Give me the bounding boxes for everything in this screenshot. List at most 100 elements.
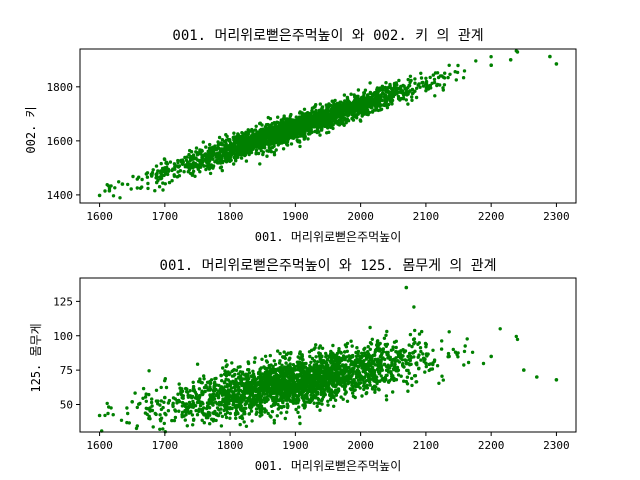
- scatter-point: [200, 154, 204, 158]
- subplot-height: 001. 머리위로뻗은주먹높이 와 002. 키 의 관계 001. 머리위로뻗…: [24, 28, 577, 244]
- scatter-point: [319, 113, 323, 118]
- scatter-point: [406, 102, 410, 106]
- scatter-point: [279, 411, 283, 415]
- scatter-point: [417, 82, 421, 86]
- scatter-point: [316, 369, 321, 374]
- scatter-point: [233, 372, 237, 377]
- scatter-point: [249, 134, 254, 138]
- scatter-point: [249, 374, 254, 378]
- scatter-point: [219, 165, 224, 169]
- scatter-point: [248, 148, 253, 152]
- scatter-point: [373, 357, 378, 361]
- scatter-point: [166, 167, 171, 171]
- scatter-point: [199, 149, 203, 153]
- scatter-point: [179, 393, 184, 397]
- scatter-point: [381, 347, 386, 351]
- scatter-point: [277, 124, 281, 128]
- scatter-point: [230, 361, 234, 365]
- scatter-point: [159, 172, 164, 176]
- scatter-point: [288, 374, 292, 378]
- scatter-point: [381, 350, 386, 354]
- scatter-point: [446, 75, 450, 80]
- scatter-point: [364, 104, 368, 109]
- scatter-point: [312, 401, 316, 405]
- scatter-point: [233, 137, 237, 141]
- scatter-point: [232, 401, 236, 405]
- scatter-point: [197, 387, 202, 391]
- scatter-point: [259, 384, 263, 388]
- scatter-point: [300, 116, 304, 120]
- scatter-point: [239, 156, 244, 160]
- scatter-point: [283, 127, 287, 131]
- scatter-point: [407, 371, 411, 375]
- scatter-point: [279, 381, 283, 385]
- scatter-point: [306, 127, 310, 131]
- scatter-point: [163, 157, 167, 162]
- scatter-point: [363, 375, 367, 379]
- x-tick-label: 1800: [217, 210, 244, 223]
- scatter-point: [150, 173, 154, 177]
- scatter-point: [292, 389, 297, 393]
- scatter-point: [227, 151, 232, 155]
- scatter-point: [220, 168, 224, 173]
- scatter-point: [389, 370, 393, 374]
- scatter-point: [231, 368, 235, 373]
- scatter-point: [228, 411, 232, 416]
- scatter-point: [303, 124, 308, 128]
- scatter-point: [222, 390, 227, 394]
- scatter-point: [239, 146, 243, 150]
- scatter-point: [383, 85, 387, 90]
- scatter-point: [246, 368, 250, 372]
- scatter-point: [374, 105, 379, 109]
- scatter-point: [489, 55, 493, 59]
- scatter-point: [236, 133, 240, 137]
- scatter-point: [456, 355, 460, 359]
- scatter-point: [312, 105, 316, 110]
- scatter-point: [283, 356, 287, 361]
- scatter-point: [106, 411, 110, 416]
- scatter-point: [232, 131, 236, 135]
- scatter-point: [211, 165, 215, 169]
- scatter-point: [285, 405, 290, 410]
- scatter-point: [215, 406, 220, 410]
- scatter-point: [252, 360, 257, 364]
- scatter-point: [354, 100, 359, 104]
- scatter-point: [171, 167, 175, 171]
- scatter-point: [208, 149, 212, 153]
- scatter-point: [278, 351, 282, 356]
- scatter-point: [168, 160, 173, 164]
- chart-title: 001. 머리위로뻗은주먹높이 와 002. 키 의 관계: [172, 28, 483, 44]
- scatter-point: [455, 70, 460, 75]
- scatter-point: [357, 354, 362, 359]
- scatter-point: [384, 81, 388, 85]
- chart-title: 001. 머리위로뻗은주먹높이 와 125. 몸무게 의 관계: [160, 258, 497, 274]
- scatter-point: [272, 359, 276, 363]
- scatter-point: [335, 379, 339, 384]
- scatter-point: [149, 400, 154, 405]
- scatter-point: [273, 398, 277, 402]
- scatter-point: [244, 159, 249, 163]
- scatter-point: [253, 356, 257, 360]
- scatter-point: [179, 158, 183, 163]
- scatter-point: [424, 345, 428, 349]
- scatter-point: [239, 415, 244, 420]
- scatter-point: [260, 357, 264, 361]
- scatter-point: [181, 396, 185, 400]
- scatter-point: [316, 396, 320, 401]
- scatter-point: [402, 84, 406, 88]
- scatter-point: [164, 385, 169, 390]
- scatter-point: [215, 393, 220, 398]
- scatter-point: [248, 394, 252, 398]
- scatter-point: [279, 134, 284, 138]
- scatter-point: [289, 132, 293, 136]
- scatter-point: [391, 390, 395, 394]
- scatter-point: [410, 383, 414, 388]
- scatter-point: [183, 404, 187, 409]
- scatter-point: [333, 398, 338, 402]
- scatter-point: [354, 359, 359, 363]
- scatter-point: [303, 134, 307, 139]
- scatter-point: [406, 85, 410, 90]
- x-axis-label: 001. 머리위로뻗은주먹높이: [255, 459, 402, 473]
- scatter-point: [386, 353, 390, 357]
- scatter-point: [224, 415, 229, 420]
